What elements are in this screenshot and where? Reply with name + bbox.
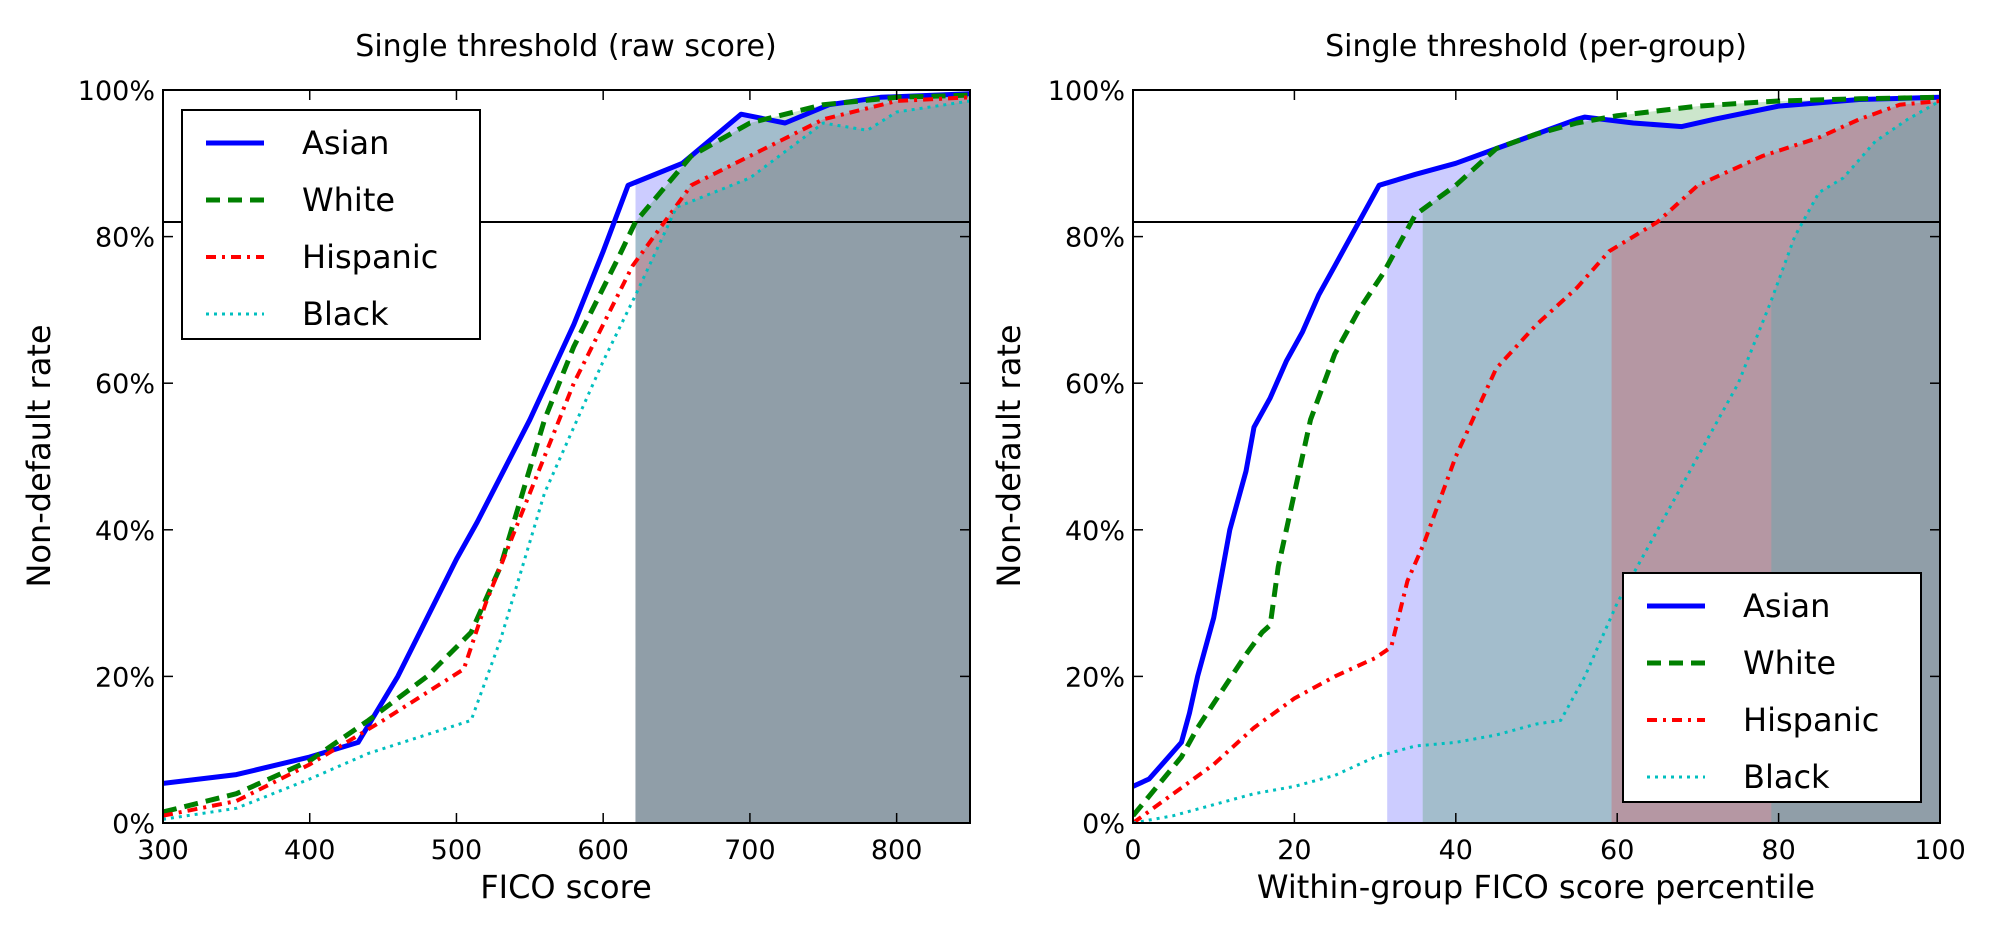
- y-tick-label: 20%: [1065, 662, 1125, 693]
- y-axis-label: Non-default rate: [990, 324, 1028, 587]
- legend: Asian White Hispanic Black: [181, 109, 481, 340]
- legend-label-black: Black: [302, 295, 389, 333]
- legend-label-black: Black: [1743, 758, 1830, 796]
- chart-title: Single threshold (per-group): [1325, 29, 1747, 64]
- plot-frame: [162, 89, 971, 824]
- series-line-white: [163, 92, 970, 815]
- shaded-area-asian: [635, 93, 970, 823]
- legend-label-hispanic: Hispanic: [1743, 701, 1879, 739]
- y-tick-label: 80%: [95, 223, 155, 254]
- y-tick-label: 0%: [1082, 809, 1125, 840]
- shaded-area-hispanic: [635, 97, 970, 823]
- y-tick-label: 40%: [1065, 516, 1125, 547]
- legend-label-asian: Asian: [302, 124, 389, 162]
- legend-label-hispanic: Hispanic: [302, 238, 438, 276]
- shaded-area-black: [635, 101, 970, 823]
- right-chart-per-group: Single threshold (per-group) Within-grou…: [990, 29, 1966, 906]
- x-axis-label: Within-group FICO score percentile: [1257, 868, 1815, 906]
- series-line-white: [1133, 94, 1940, 818]
- x-tick-label: 700: [724, 835, 776, 866]
- x-tick-label: 100: [1914, 835, 1966, 866]
- y-axis-label: Non-default rate: [20, 324, 58, 587]
- legend-label-white: White: [302, 181, 395, 219]
- legend-label-white: White: [1743, 644, 1836, 682]
- series-line-hispanic: [1133, 99, 1940, 823]
- x-tick-label: 80: [1761, 835, 1795, 866]
- series-line-hispanic: [163, 95, 970, 818]
- x-tick-label: 40: [1439, 835, 1473, 866]
- legend-box: [1622, 572, 1922, 803]
- y-tick-label: 100%: [1048, 76, 1125, 107]
- plot-frame: [1132, 89, 1941, 824]
- series-line-asian: [1133, 94, 1940, 789]
- legend-box: [181, 109, 481, 340]
- y-tick-label: 0%: [112, 809, 155, 840]
- x-tick-label: 300: [137, 835, 189, 866]
- x-tick-label: 400: [284, 835, 336, 866]
- x-tick-label: 0: [1124, 835, 1141, 866]
- x-tick-label: 20: [1277, 835, 1311, 866]
- y-tick-label: 100%: [78, 76, 155, 107]
- series-line-black: [1133, 99, 1940, 823]
- chart-title: Single threshold (raw score): [355, 29, 776, 64]
- y-tick-label: 60%: [95, 369, 155, 400]
- legend-label-asian: Asian: [1743, 587, 1830, 625]
- y-tick-label: 40%: [95, 516, 155, 547]
- legend: Asian White Hispanic Black: [1622, 572, 1922, 803]
- x-tick-label: 60: [1600, 835, 1634, 866]
- left-chart-raw-score: Single threshold (raw score) FICO score …: [20, 29, 971, 906]
- x-tick-label: 600: [577, 835, 629, 866]
- shaded-area-white: [635, 95, 970, 823]
- x-tick-label: 800: [871, 835, 923, 866]
- x-tick-label: 500: [431, 835, 483, 866]
- y-tick-label: 20%: [95, 662, 155, 693]
- y-tick-label: 80%: [1065, 223, 1125, 254]
- y-tick-label: 60%: [1065, 369, 1125, 400]
- x-axis-label: FICO score: [480, 868, 652, 906]
